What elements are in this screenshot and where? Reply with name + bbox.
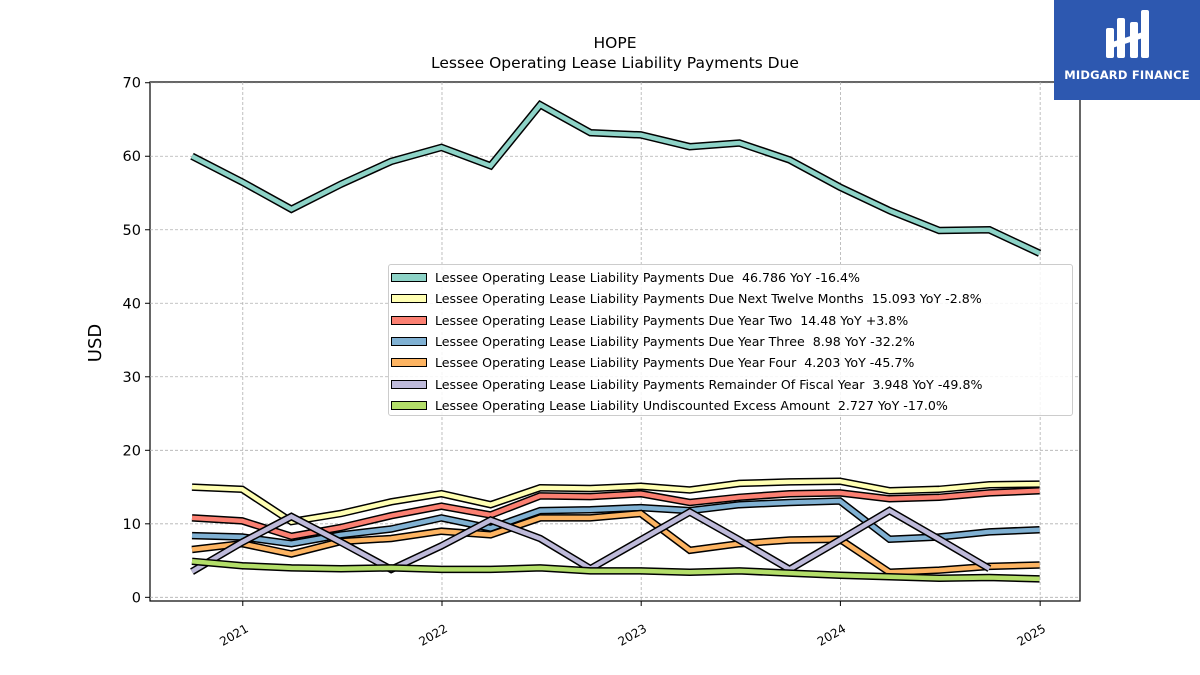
- chart-title: Lessee Operating Lease Liability Payment…: [431, 54, 799, 72]
- logo-text: MIDGARD FINANCE: [1064, 68, 1190, 82]
- y-axis-label: USD: [85, 324, 106, 362]
- legend-swatch: [391, 358, 427, 368]
- y-tick-label: 60: [123, 149, 141, 165]
- series-line-lessee-operating-lease-liability-payments-due-year-two: [191, 488, 1040, 539]
- x-tick-label: 2023: [616, 621, 649, 648]
- chart-company: HOPE: [594, 34, 637, 52]
- logo-mark-icon: [1106, 10, 1149, 58]
- x-tick-label: 2021: [217, 621, 250, 648]
- legend-swatch: [391, 315, 427, 325]
- legend-item: Lessee Operating Lease Liability Payment…: [389, 352, 1072, 373]
- legend-label: Lessee Operating Lease Liability Payment…: [435, 355, 915, 371]
- x-tick-label: 2022: [416, 621, 449, 648]
- legend-item: Lessee Operating Lease Liability Payment…: [389, 267, 1072, 288]
- midgard-finance-logo: MIDGARD FINANCE: [1054, 0, 1200, 100]
- y-tick-label: 30: [123, 370, 141, 386]
- legend-item: Lessee Operating Lease Liability Payment…: [389, 288, 1072, 309]
- y-tick-label: 40: [123, 296, 141, 312]
- legend-label: Lessee Operating Lease Liability Undisco…: [435, 397, 948, 413]
- y-tick-label: 50: [123, 223, 141, 239]
- legend-swatch: [391, 273, 427, 283]
- plot-frame: [149, 81, 1081, 602]
- y-tick-label: 0: [132, 590, 141, 606]
- legend-item: Lessee Operating Lease Liability Undisco…: [389, 395, 1072, 416]
- legend-label: Lessee Operating Lease Liability Payment…: [435, 291, 982, 307]
- legend-label: Lessee Operating Lease Liability Payment…: [435, 312, 909, 328]
- series-outline-lessee-operating-lease-liability-payments-due: [190, 99, 1042, 257]
- legend-swatch: [391, 294, 427, 304]
- legend-item: Lessee Operating Lease Liability Payment…: [389, 373, 1072, 394]
- y-tick-label: 20: [123, 443, 141, 459]
- x-tick-label: 2024: [815, 621, 848, 648]
- y-tick-label: 70: [123, 76, 141, 92]
- legend-item: Lessee Operating Lease Liability Payment…: [389, 310, 1072, 331]
- legend-label: Lessee Operating Lease Liability Payment…: [435, 376, 983, 392]
- series-line-lessee-operating-lease-liability-payments-due: [190, 101, 1041, 256]
- legend-label: Lessee Operating Lease Liability Payment…: [435, 334, 915, 350]
- x-tick-label: 2025: [1015, 621, 1048, 648]
- series-line-lessee-operating-lease-liability-payments-due-year-four: [191, 511, 1040, 575]
- y-tick-label: 10: [123, 517, 141, 533]
- chart-legend: Lessee Operating Lease Liability Payment…: [388, 264, 1073, 416]
- legend-swatch: [391, 379, 427, 389]
- legend-item: Lessee Operating Lease Liability Payment…: [389, 331, 1072, 352]
- legend-swatch: [391, 337, 427, 347]
- series-line-lessee-operating-lease-liability-undiscounted-excess-amount: [191, 559, 1040, 582]
- legend-swatch: [391, 400, 427, 410]
- series-line-lessee-operating-lease-liability-payments-due-next-twelve-months: [191, 478, 1040, 524]
- legend-label: Lessee Operating Lease Liability Payment…: [435, 270, 860, 286]
